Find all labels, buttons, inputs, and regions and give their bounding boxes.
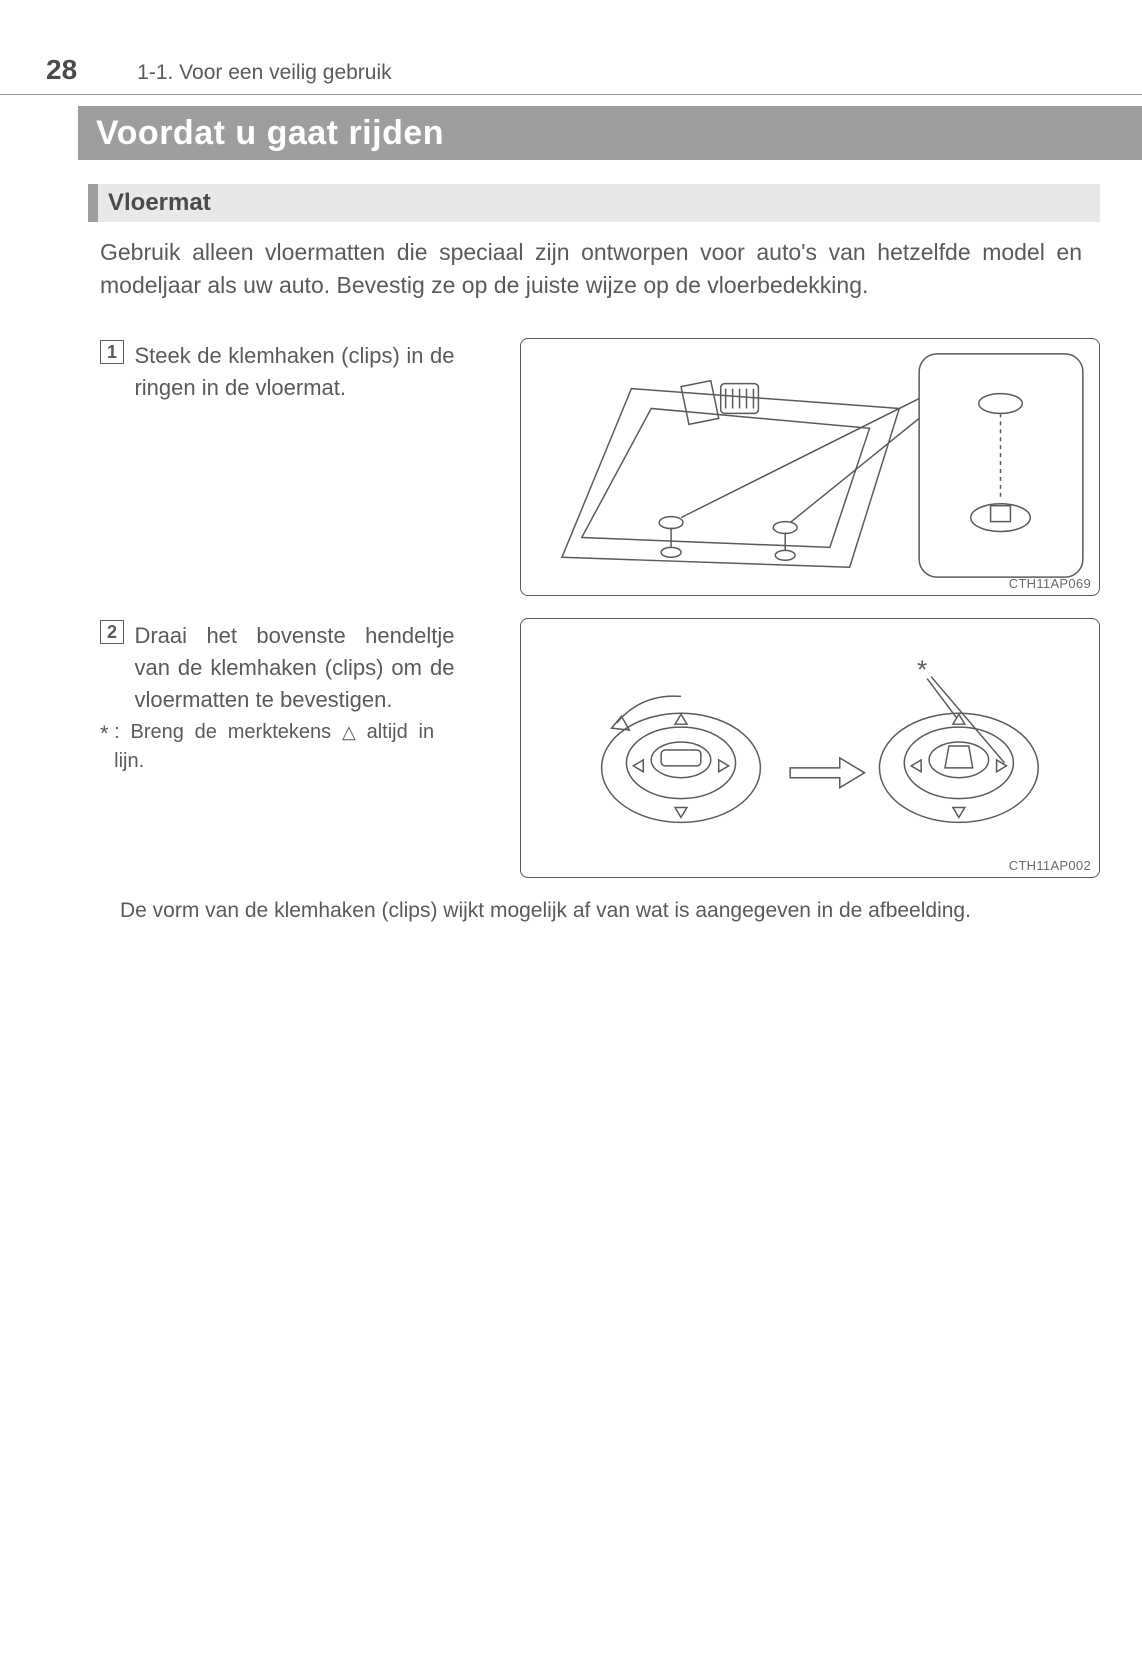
footnote: * : Breng de merktekens △ altijd in lijn… xyxy=(100,718,460,776)
footnote-marker: * xyxy=(100,721,109,746)
page-header: 28 1-1. Voor een veilig gebruik xyxy=(0,54,1142,86)
step-text-2: Draai het bovenste hendeltje van de klem… xyxy=(134,620,454,716)
step-1: 1 Steek de klemhaken (clips) in de ringe… xyxy=(100,340,460,404)
subsection-title: Vloermat xyxy=(108,189,211,217)
closing-paragraph: De vorm van de klemhaken (clips) wijkt m… xyxy=(120,896,1082,926)
figure-1-caption: CTH11AP069 xyxy=(1009,576,1091,591)
subsection-bar: Vloermat xyxy=(88,184,1100,222)
header-rule xyxy=(0,94,1142,95)
triangle-icon: △ xyxy=(342,719,356,745)
page-title: Voordat u gaat rijden xyxy=(96,114,444,153)
title-bar: Voordat u gaat rijden xyxy=(78,106,1142,160)
intro-paragraph: Gebruik alleen vloermatten die speciaal … xyxy=(100,236,1082,303)
figure-2: * CTH11AP002 xyxy=(520,618,1100,878)
step-number-2: 2 xyxy=(100,620,124,644)
footnote-prefix: : Breng de merktekens xyxy=(114,721,342,743)
svg-text:*: * xyxy=(917,657,927,685)
step-number-1: 1 xyxy=(100,340,124,364)
page-number: 28 xyxy=(46,54,77,86)
figure-2-caption: CTH11AP002 xyxy=(1009,858,1091,873)
breadcrumb: 1-1. Voor een veilig gebruik xyxy=(137,61,392,85)
figure-1: CTH11AP069 xyxy=(520,338,1100,596)
step-text-1: Steek de klemhaken (clips) in de ringen … xyxy=(134,340,454,404)
step-2: 2 Draai het bovenste hendeltje van de kl… xyxy=(100,620,460,716)
figure-2-illustration: * xyxy=(521,619,1099,877)
figure-1-illustration xyxy=(521,339,1099,595)
